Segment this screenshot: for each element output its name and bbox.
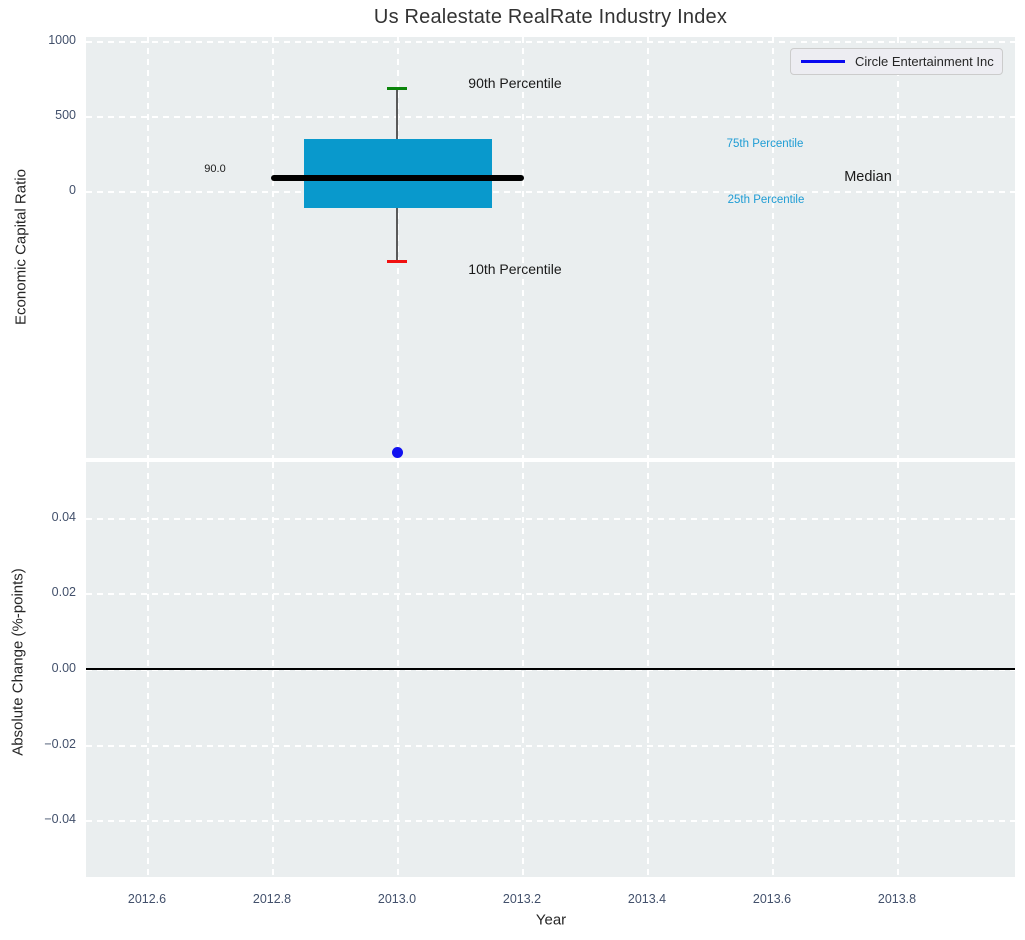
gridline-x-2012.6	[147, 37, 149, 458]
gridline-y-0.04	[86, 518, 1015, 520]
x-tick-label: 2012.8	[252, 892, 292, 906]
legend-label: Circle Entertainment Inc	[855, 54, 994, 69]
y-tick-label: −0.02	[44, 737, 76, 751]
gridline-x-2013.8	[897, 37, 899, 458]
annotation-75th-percentile: 75th Percentile	[726, 138, 804, 150]
cap-10th-percentile	[387, 260, 407, 263]
top-y-axis-label: Economic Capital Ratio	[12, 169, 30, 325]
annotation-90th-percentile: 90th Percentile	[468, 75, 562, 91]
gridline-x-2012.8	[272, 37, 274, 458]
y-tick-label: 500	[55, 108, 76, 122]
y-tick-label: 0.02	[51, 585, 76, 599]
x-tick-label: 2013.4	[627, 892, 667, 906]
legend-line-swatch	[801, 60, 845, 63]
company-data-point	[392, 447, 403, 458]
x-tick-label: 2013.6	[752, 892, 792, 906]
y-tick-label: −0.04	[44, 812, 76, 826]
gridline-x-2013.0	[397, 37, 399, 458]
y-tick-label: 0.04	[51, 510, 76, 524]
gridline-x-2013.6	[772, 37, 774, 458]
x-tick-label: 2013.8	[877, 892, 917, 906]
y-tick-label: 0.00	[51, 661, 76, 675]
median-value-label: 90.0	[204, 163, 226, 175]
bottom-y-axis-label: Absolute Change (%-points)	[9, 568, 27, 756]
zero-baseline	[86, 668, 1015, 670]
percentile-box	[304, 139, 492, 208]
y-tick-label: 1000	[48, 33, 76, 47]
median-line	[271, 175, 524, 181]
x-axis-label: Year	[535, 911, 567, 929]
gridline-y--0.04	[86, 820, 1015, 822]
chart-title: Us Realestate RealRate Industry Index	[373, 6, 728, 28]
gridline-x-2013.4	[647, 37, 649, 458]
x-tick-label: 2013.2	[502, 892, 542, 906]
top-plot-area: 90th Percentile 10th Percentile 75th Per…	[86, 37, 1015, 458]
annotation-25th-percentile: 25th Percentile	[727, 194, 805, 206]
gridline-y--0.02	[86, 745, 1015, 747]
gridline-y-0	[86, 191, 1015, 193]
gridline-y-500	[86, 116, 1015, 118]
x-tick-label: 2013.0	[377, 892, 417, 906]
annotation-10th-percentile: 10th Percentile	[468, 261, 562, 277]
cap-90th-percentile	[387, 87, 407, 90]
gridline-y-0.02	[86, 593, 1015, 595]
gridline-y-1000	[86, 41, 1015, 43]
gridline-x-2013.2	[522, 37, 524, 458]
annotation-median: Median	[844, 169, 892, 185]
legend: Circle Entertainment Inc	[790, 48, 1003, 75]
x-tick-label: 2012.6	[127, 892, 167, 906]
y-tick-label: 0	[69, 183, 76, 197]
bottom-plot-area	[86, 462, 1015, 877]
